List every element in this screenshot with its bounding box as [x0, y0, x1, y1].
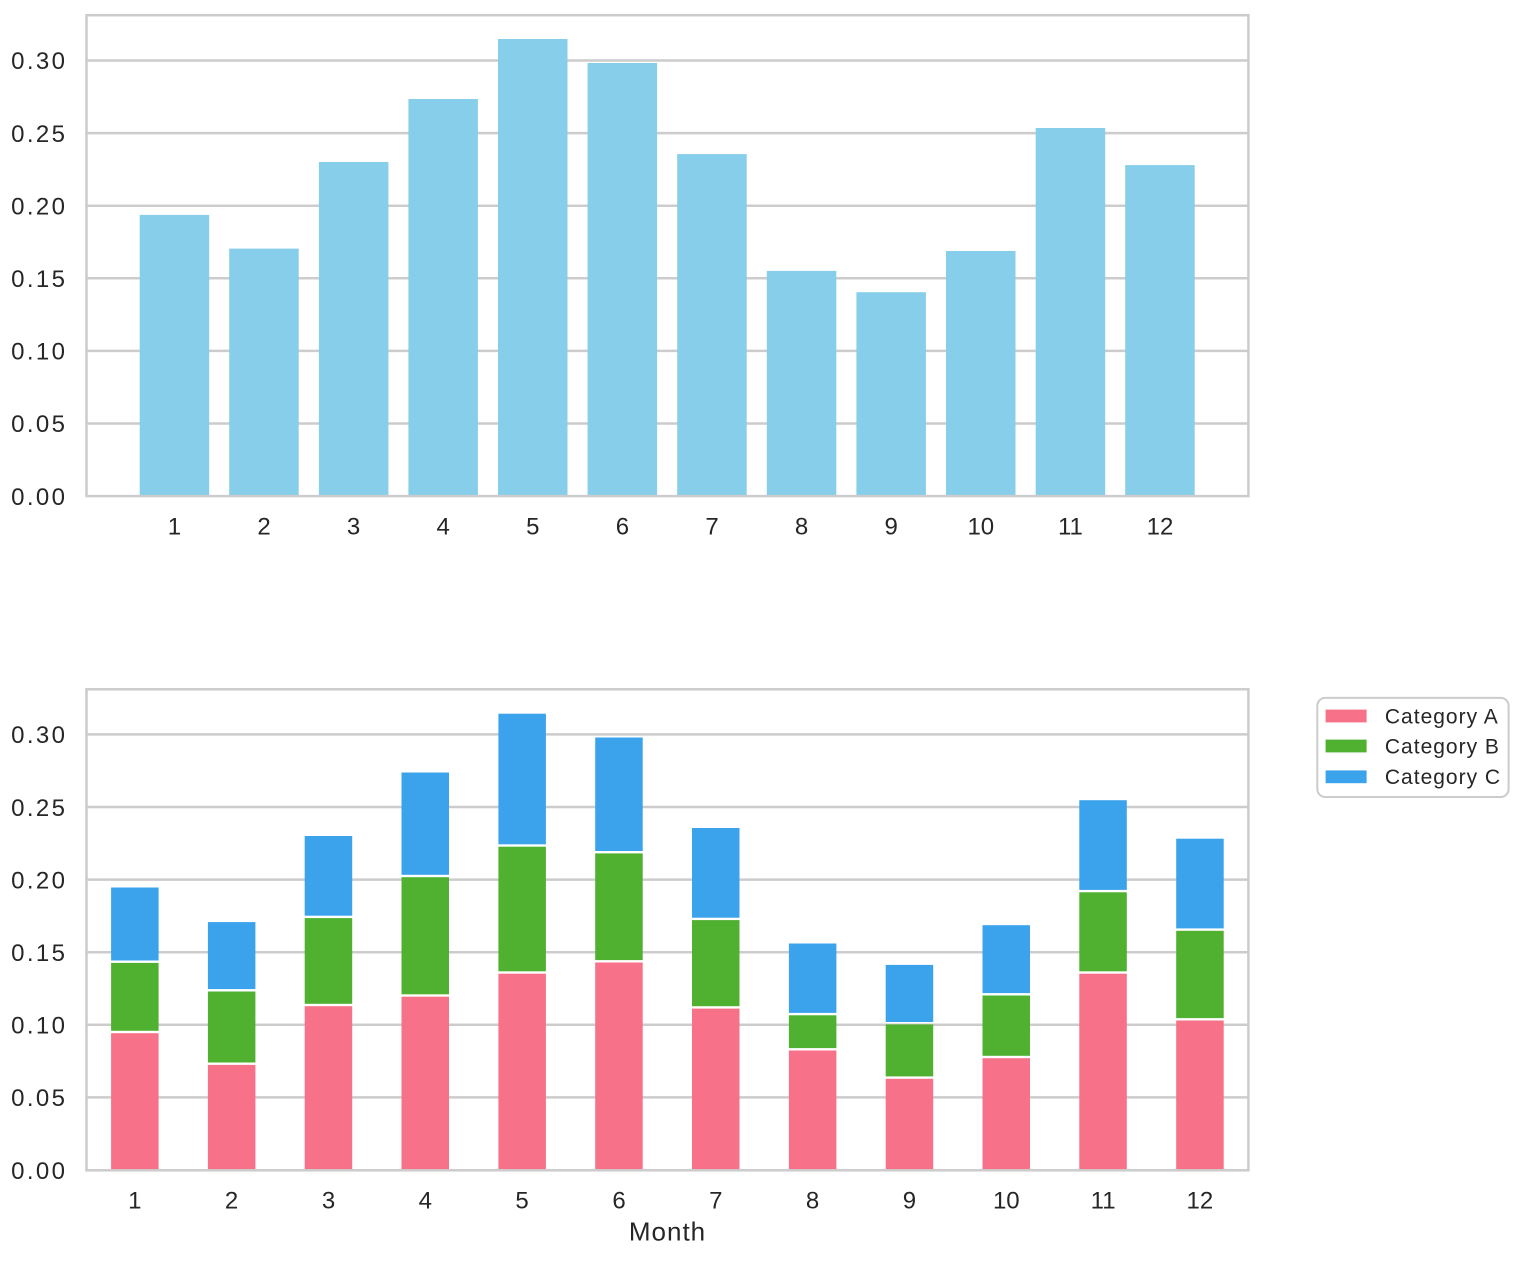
svg-text:11: 11 — [1058, 513, 1083, 540]
svg-text:0.25: 0.25 — [11, 795, 67, 822]
svg-text:3: 3 — [322, 1188, 335, 1215]
svg-text:0.05: 0.05 — [11, 1085, 67, 1112]
svg-text:1: 1 — [168, 513, 181, 540]
svg-text:7: 7 — [709, 1188, 722, 1215]
svg-text:10: 10 — [967, 513, 994, 540]
svg-text:0.00: 0.00 — [11, 1158, 67, 1185]
svg-text:6: 6 — [612, 1188, 625, 1215]
svg-text:1: 1 — [128, 1188, 141, 1215]
svg-text:0.30: 0.30 — [11, 48, 67, 75]
svg-text:Category C: Category C — [1385, 766, 1501, 789]
svg-text:Category A: Category A — [1385, 705, 1499, 728]
svg-text:0.25: 0.25 — [11, 121, 67, 148]
svg-text:9: 9 — [903, 1188, 916, 1215]
svg-text:0.10: 0.10 — [11, 339, 67, 366]
svg-text:0.00: 0.00 — [11, 484, 67, 511]
svg-text:4: 4 — [437, 513, 450, 540]
svg-text:Month: Month — [629, 1216, 706, 1246]
svg-text:0.10: 0.10 — [11, 1013, 67, 1040]
svg-text:12: 12 — [1147, 513, 1174, 540]
svg-text:4: 4 — [419, 1188, 432, 1215]
svg-text:0.15: 0.15 — [11, 940, 67, 967]
svg-text:8: 8 — [806, 1188, 819, 1215]
svg-text:0.15: 0.15 — [11, 266, 67, 293]
svg-text:0.30: 0.30 — [11, 722, 67, 749]
svg-text:2: 2 — [225, 1188, 238, 1215]
svg-text:3: 3 — [347, 513, 360, 540]
svg-text:2: 2 — [257, 513, 270, 540]
svg-text:0.05: 0.05 — [11, 411, 67, 438]
svg-text:12: 12 — [1187, 1188, 1214, 1215]
svg-text:6: 6 — [616, 513, 629, 540]
svg-text:0.20: 0.20 — [11, 867, 67, 894]
svg-text:5: 5 — [515, 1188, 528, 1215]
svg-text:0.20: 0.20 — [11, 193, 67, 220]
svg-text:9: 9 — [885, 513, 898, 540]
svg-text:10: 10 — [993, 1188, 1020, 1215]
svg-text:5: 5 — [526, 513, 539, 540]
svg-text:7: 7 — [705, 513, 718, 540]
svg-text:Category B: Category B — [1385, 736, 1500, 759]
svg-text:11: 11 — [1091, 1188, 1116, 1215]
svg-text:8: 8 — [795, 513, 808, 540]
